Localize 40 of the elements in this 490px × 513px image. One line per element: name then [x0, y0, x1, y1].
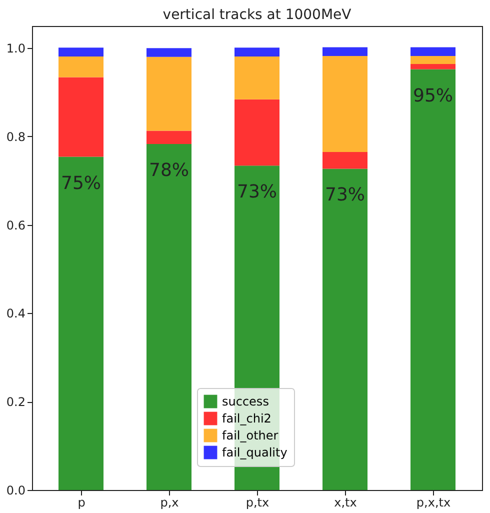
- bar: [146, 144, 192, 490]
- legend-label: success: [222, 394, 269, 408]
- y-tick-label: 0.8: [6, 130, 26, 144]
- bar: [146, 130, 192, 144]
- bar: [58, 156, 104, 490]
- bar: [322, 168, 368, 490]
- x-tick-label: p,tx: [246, 496, 270, 510]
- bar: [322, 56, 368, 152]
- y-tick-label: 0.0: [6, 484, 26, 498]
- y-tick-label: 0.4: [6, 306, 26, 321]
- x-tick-label: p,x,tx: [416, 496, 451, 510]
- data-label: 73%: [236, 182, 278, 203]
- bar: [322, 152, 368, 169]
- bar: [58, 56, 104, 78]
- bar: [234, 99, 280, 166]
- y-tick-label: 0.6: [6, 218, 26, 232]
- x-tick-label: p,x: [160, 496, 179, 510]
- bar: [410, 56, 456, 64]
- data-label: 75%: [60, 172, 102, 194]
- bar: [322, 47, 368, 56]
- data-label: 73%: [324, 184, 366, 206]
- bar: [146, 48, 192, 57]
- chart-title: vertical tracks at 1000MeV: [162, 7, 352, 23]
- bar: [58, 77, 104, 157]
- bar: [58, 48, 104, 56]
- data-label: 78%: [148, 160, 190, 181]
- x-tick-label: x,tx: [334, 496, 357, 510]
- legend-label: fail_other: [222, 428, 278, 442]
- legend-label: fail_chi2: [222, 412, 272, 426]
- bar: [410, 64, 456, 70]
- bar: [234, 48, 280, 56]
- data-label: 95%: [412, 85, 454, 106]
- bar: [234, 56, 280, 100]
- x-tick-label: p: [78, 496, 86, 510]
- y-tick-label: 0.2: [6, 395, 26, 410]
- bar: [410, 69, 456, 490]
- bar: [410, 47, 456, 56]
- legend-label: fail_quality: [222, 446, 288, 460]
- y-tick-label: 1.0: [6, 42, 26, 56]
- bar: [146, 56, 192, 131]
